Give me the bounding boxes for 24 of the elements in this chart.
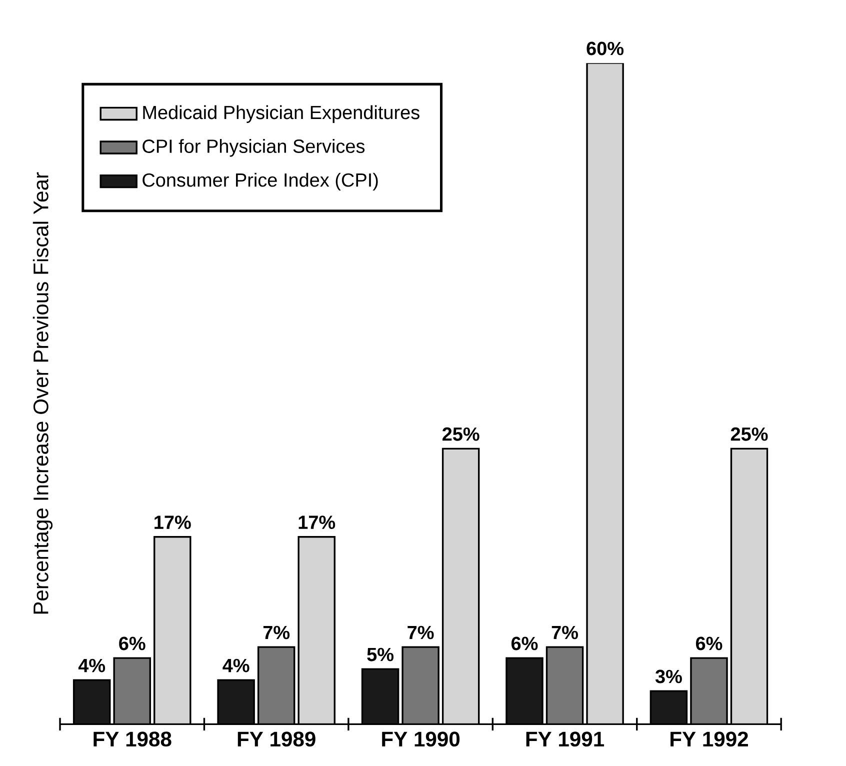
x-tick-label: FY 1988 [94,732,172,746]
data-label: 60% [586,42,624,56]
data-label: 25% [730,427,768,441]
x-tick-label: FY 1992 [670,732,748,746]
data-label: 6% [696,636,722,650]
legend-label: Medicaid Physician Expenditures [143,105,420,123]
data-label: 7% [552,626,578,640]
legend-label: CPI for Physician Services [142,138,365,157]
data-label: 4% [222,658,250,672]
data-label: 6% [511,636,538,650]
data-label: 17% [154,516,191,529]
y-axis-title: Percentage Increase Over Previous Fiscal Year [32,172,53,614]
x-tick-label: FY 1989 [238,732,316,746]
data-label: 7% [408,626,434,640]
data-label: 5% [367,648,394,662]
x-tick-label: FY 1991 [526,732,604,746]
data-label: 17% [298,516,336,529]
legend-label: Consumer Price Index (CPI) [142,172,378,190]
data-label: 3% [655,670,682,684]
data-label: 6% [119,636,146,650]
x-tick-label: FY 1990 [382,732,460,746]
data-label: 7% [263,626,290,640]
data-label: 25% [442,427,480,441]
data-label: 4% [78,658,106,672]
